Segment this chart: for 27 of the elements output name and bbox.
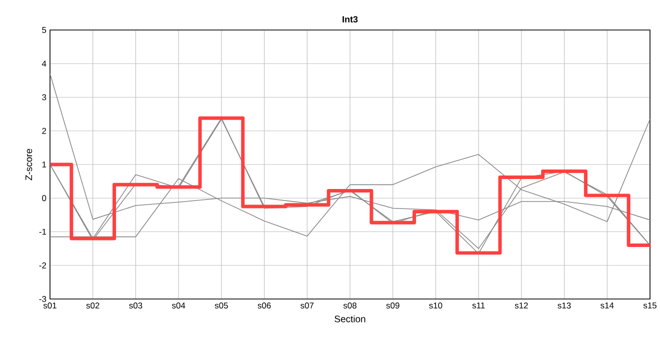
x-tick-label: s04: [172, 302, 186, 309]
y-tick-label: 4: [42, 60, 46, 67]
y-tick-label: 1: [42, 162, 46, 168]
x-tick-label: s13: [558, 302, 571, 309]
chart-title: Int3: [342, 16, 358, 22]
y-tick-label: 2: [42, 128, 46, 134]
x-tick-label: s10: [429, 302, 442, 309]
x-tick-label: s03: [129, 302, 142, 309]
x-axis-title: Section: [334, 315, 366, 322]
x-tick-label: s07: [300, 302, 314, 309]
x-tick-label: s14: [600, 302, 614, 308]
y-tick-label: -2: [39, 262, 46, 268]
x-tick-label: s09: [386, 302, 400, 309]
x-tick-label: s15: [643, 302, 656, 308]
x-tick-label: s01: [43, 302, 56, 309]
y-tick-label: -1: [39, 228, 46, 235]
x-tick-label: s11: [472, 302, 485, 308]
y-tick-label: 0: [42, 195, 46, 202]
x-tick-label: s05: [214, 302, 228, 309]
y-tick-label: -3: [39, 296, 46, 302]
y-tick-label: 3: [42, 94, 46, 100]
x-tick-label: s08: [343, 302, 356, 309]
x-tick-label: s06: [258, 302, 271, 309]
y-axis-title: Z-score: [26, 148, 32, 180]
x-tick-label: s12: [514, 302, 528, 309]
x-tick-label: s02: [86, 302, 100, 309]
y-tick-label: 5: [42, 27, 46, 33]
